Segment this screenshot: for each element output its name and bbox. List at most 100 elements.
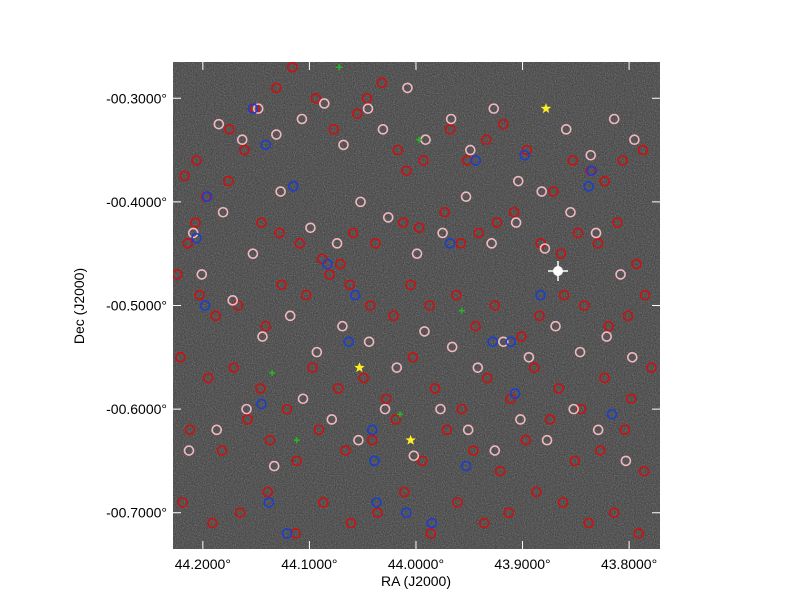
marker-yellow-0 — [540, 103, 552, 114]
marker-red-70 — [603, 320, 615, 332]
marker-red-46 — [572, 227, 584, 239]
marker-red-69 — [579, 300, 590, 311]
marker-red-107 — [544, 414, 556, 425]
marker-blue-17 — [199, 300, 211, 311]
marker-red-75 — [228, 362, 240, 373]
marker-red-99 — [340, 445, 351, 456]
marker-pink-48 — [498, 336, 509, 348]
marker-red-48 — [612, 217, 623, 228]
marker-pink-66 — [515, 414, 526, 425]
marker-red-114 — [234, 507, 246, 519]
marker-pink-24 — [305, 222, 316, 234]
marker-red-55 — [276, 279, 287, 291]
marker-red-57 — [324, 269, 335, 280]
marker-red-89 — [575, 403, 587, 415]
marker-red-64 — [470, 320, 481, 332]
bright-star — [548, 261, 568, 281]
marker-pink-54 — [183, 445, 195, 456]
x-tick-label-2: 44.0000° — [388, 556, 444, 572]
marker-blue-15 — [343, 336, 355, 348]
marker-pink-41 — [311, 346, 323, 358]
marker-pink-2 — [252, 103, 264, 114]
marker-blue-13 — [505, 336, 517, 348]
marker-red-51 — [194, 289, 205, 301]
marker-red-19 — [480, 134, 492, 146]
marker-blue-6 — [349, 289, 361, 301]
y-tick-label-2: -00.5000° — [106, 298, 167, 314]
marker-blue-22 — [606, 408, 618, 420]
marker-red-2 — [190, 217, 201, 228]
marker-red-40 — [455, 238, 467, 249]
marker-pink-31 — [486, 238, 497, 249]
marker-red-74 — [202, 372, 214, 384]
marker-pink-18 — [608, 113, 620, 125]
marker-red-3 — [182, 238, 194, 249]
marker-red-17 — [444, 124, 456, 135]
marker-red-32 — [294, 238, 306, 249]
marker-blue-16 — [256, 398, 267, 410]
marker-red-115 — [262, 486, 274, 498]
marker-pink-59 — [326, 414, 338, 425]
marker-red-52 — [210, 310, 221, 322]
marker-pink-4 — [296, 113, 308, 125]
marker-pink-29 — [437, 227, 448, 239]
marker-red-28 — [223, 175, 234, 187]
marker-red-72 — [639, 289, 651, 301]
marker-pink-0 — [213, 118, 225, 130]
marker-pink-12 — [465, 144, 476, 156]
marker-red-49 — [631, 258, 642, 270]
marker-red-31 — [274, 227, 285, 239]
marker-green-3 — [269, 369, 276, 376]
marker-blue-18 — [369, 455, 380, 467]
marker-red-80 — [358, 372, 370, 384]
marker-green-1 — [416, 136, 423, 143]
marker-red-126 — [557, 497, 569, 508]
marker-red-84 — [456, 403, 468, 415]
marker-red-101 — [390, 414, 402, 425]
marker-pink-61 — [379, 403, 391, 415]
marker-pink-52 — [601, 331, 613, 342]
marker-red-60 — [388, 310, 399, 322]
marker-pink-55 — [211, 424, 222, 436]
marker-pink-43 — [363, 336, 375, 348]
marker-red-56 — [300, 289, 312, 301]
marker-red-67 — [534, 310, 545, 322]
marker-blue-27 — [426, 517, 438, 529]
marker-pink-27 — [382, 212, 394, 223]
marker-red-30 — [256, 217, 267, 228]
marker-pink-21 — [217, 206, 229, 218]
marker-pink-45 — [419, 326, 430, 337]
marker-pink-39 — [257, 331, 268, 342]
marker-pink-15 — [536, 186, 548, 197]
marker-pink-70 — [620, 455, 632, 467]
marker-red-68 — [558, 289, 570, 301]
marker-pink-35 — [590, 227, 602, 239]
source-markers — [173, 62, 657, 539]
marker-pink-56 — [241, 403, 252, 415]
x-tick-label-0: 44.2000° — [175, 556, 231, 572]
y-tick-label-0: -00.3000° — [106, 90, 167, 106]
marker-pink-23 — [275, 186, 286, 197]
marker-red-16 — [418, 155, 429, 166]
marker-red-123 — [478, 517, 490, 529]
marker-blue-3 — [260, 139, 272, 151]
marker-blue-19 — [460, 460, 472, 472]
marker-pink-34 — [565, 206, 576, 218]
marker-red-0 — [179, 170, 191, 182]
marker-red-10 — [328, 124, 340, 135]
marker-blue-4 — [288, 181, 299, 192]
marker-pink-5 — [319, 98, 330, 109]
marker-red-42 — [491, 217, 503, 228]
marker-red-47 — [592, 238, 604, 249]
marker-red-34 — [335, 258, 346, 270]
marker-red-92 — [646, 362, 657, 373]
marker-red-26 — [617, 155, 629, 166]
y-tick-label-3: -00.6000° — [106, 401, 167, 417]
marker-red-13 — [376, 77, 388, 89]
marker-red-38 — [413, 222, 425, 234]
marker-red-15 — [401, 165, 412, 177]
x-tick-label-1: 44.1000° — [281, 556, 337, 572]
marker-red-91 — [625, 393, 637, 405]
marker-red-50 — [173, 269, 183, 280]
marker-red-106 — [520, 434, 532, 446]
